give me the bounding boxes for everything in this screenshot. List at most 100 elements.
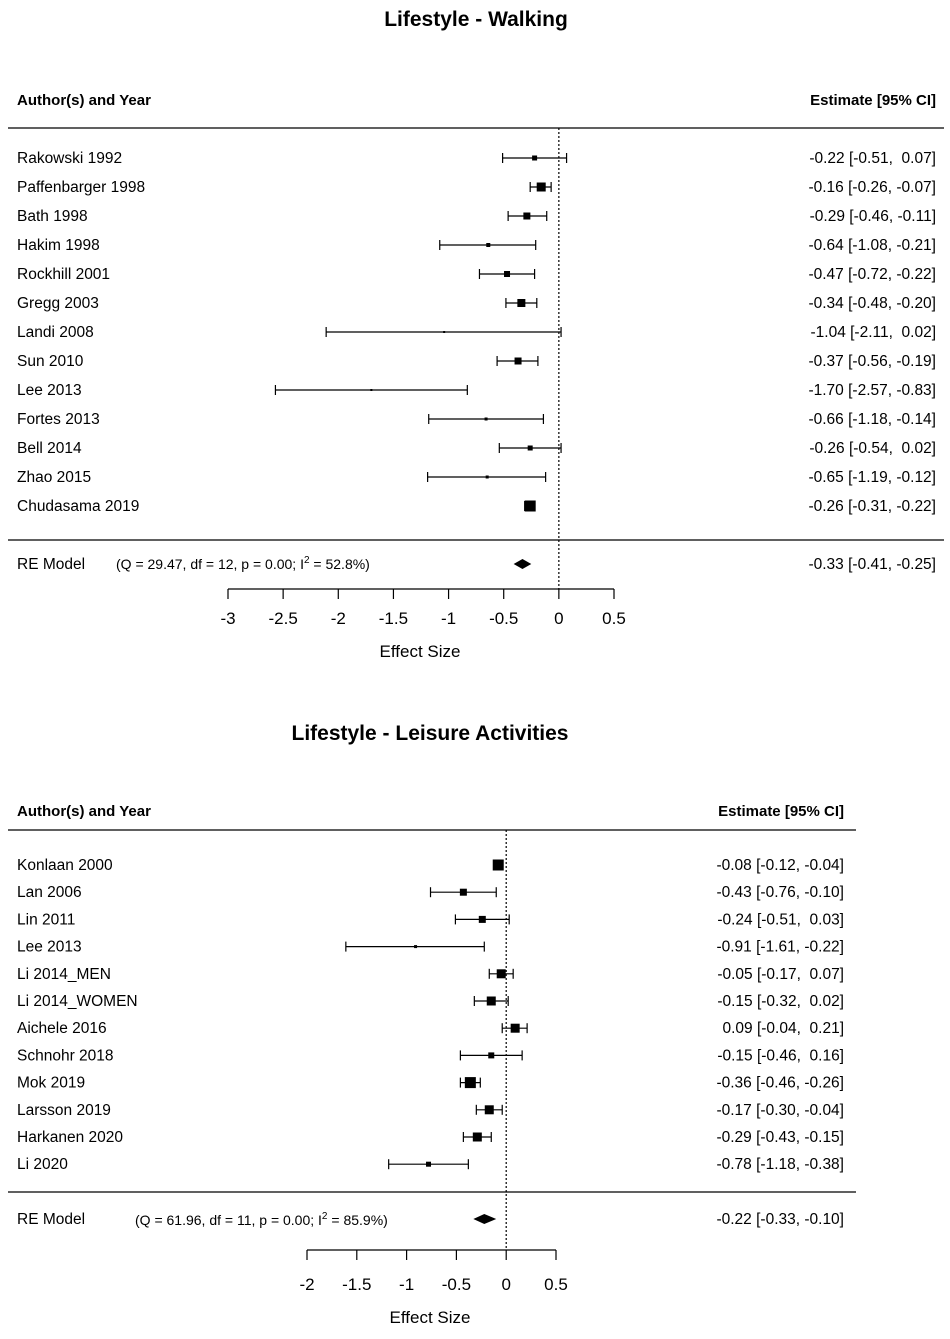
study-row: Mok 2019 -0.36 [-0.46, -0.26] [17, 1075, 844, 1092]
study-row: Lee 2013 -1.70 [-2.57, -0.83] [17, 382, 936, 399]
study-estimate-ci: -0.37 [-0.56, -0.19] [808, 353, 936, 370]
point-estimate [536, 182, 546, 192]
summary-row: RE Model (Q = 61.96, df = 11, p = 0.00; I… [17, 1211, 844, 1228]
study-row: Li 2014_MEN -0.05 [-0.17, 0.07] [17, 966, 844, 983]
study-estimate-ci: -0.65 [-1.19, -0.12] [808, 469, 936, 486]
point-estimate [484, 417, 488, 421]
study-row: Bath 1998 -0.29 [-0.46, -0.11] [17, 208, 936, 225]
point-estimate [426, 1161, 432, 1167]
study-estimate-ci: -0.29 [-0.43, -0.15] [716, 1129, 844, 1146]
study-label: Lee 2013 [17, 382, 82, 399]
x-tick-label: -1 [399, 1275, 414, 1294]
study-estimate-ci: -0.36 [-0.46, -0.26] [716, 1075, 844, 1092]
study-row: Lin 2011 -0.24 [-0.51, 0.03] [17, 911, 844, 928]
study-estimate-ci: -1.04 [-2.11, 0.02] [810, 324, 936, 341]
point-estimate [523, 212, 531, 220]
study-row: Gregg 2003 -0.34 [-0.48, -0.20] [17, 295, 936, 312]
study-estimate-ci: -0.26 [-0.31, -0.22] [808, 498, 936, 515]
point-estimate [496, 969, 506, 979]
x-tick-label: -3 [220, 609, 235, 628]
study-row: Hakim 1998 -0.64 [-1.08, -0.21] [17, 237, 936, 254]
point-estimate [484, 1105, 494, 1115]
x-tick-label: 0.5 [602, 609, 626, 628]
study-label: Gregg 2003 [17, 295, 99, 312]
point-estimate [478, 915, 486, 923]
study-label: Chudasama 2019 [17, 498, 139, 515]
study-label: Sun 2010 [17, 353, 84, 370]
study-estimate-ci: -0.43 [-0.76, -0.10] [716, 884, 844, 901]
study-estimate-ci: -0.26 [-0.54, 0.02] [809, 440, 936, 457]
study-estimate-ci: -0.16 [-0.26, -0.07] [808, 179, 936, 196]
x-tick-label: -1.5 [379, 609, 408, 628]
study-row: Li 2020 -0.78 [-1.18, -0.38] [17, 1156, 844, 1173]
point-estimate [532, 155, 538, 161]
study-label: Lan 2006 [17, 884, 82, 901]
study-estimate-ci: -0.34 [-0.48, -0.20] [808, 295, 936, 312]
study-row: Larsson 2019 -0.17 [-0.30, -0.04] [17, 1102, 844, 1119]
study-row: Sun 2010 -0.37 [-0.56, -0.19] [17, 353, 936, 370]
point-estimate [443, 331, 446, 333]
point-estimate [464, 1077, 476, 1089]
study-row: Lan 2006 -0.43 [-0.76, -0.10] [17, 884, 844, 901]
heterogeneity-stats: (Q = 29.47, df = 12, p = 0.00; I2 = 52.8… [116, 555, 370, 572]
study-label: Rockhill 2001 [17, 266, 110, 283]
study-estimate-ci: -0.05 [-0.17, 0.07] [717, 966, 844, 983]
study-row: Rockhill 2001 -0.47 [-0.72, -0.22] [17, 266, 936, 283]
study-estimate-ci: -0.66 [-1.18, -0.14] [808, 411, 936, 428]
study-row: Aichele 2016 0.09 [-0.04, 0.21] [17, 1020, 844, 1037]
point-estimate [510, 1023, 520, 1033]
summary-diamond [473, 1214, 497, 1224]
study-row: Chudasama 2019 -0.26 [-0.31, -0.22] [17, 498, 936, 515]
study-estimate-ci: -0.24 [-0.51, 0.03] [717, 911, 844, 928]
point-estimate [517, 299, 526, 307]
study-row: Lee 2013 -0.91 [-1.61, -0.22] [17, 939, 844, 956]
point-estimate [504, 271, 511, 277]
study-row: Bell 2014 -0.26 [-0.54, 0.02] [17, 440, 936, 457]
study-row: Schnohr 2018 -0.15 [-0.46, 0.16] [17, 1047, 844, 1064]
x-axis-label: Effect Size [380, 642, 461, 661]
study-label: Bell 2014 [17, 440, 82, 457]
study-estimate-ci: -0.91 [-1.61, -0.22] [716, 939, 844, 956]
study-label: Lee 2013 [17, 939, 82, 956]
study-estimate-ci: -0.15 [-0.46, 0.16] [717, 1047, 844, 1064]
study-row: Paffenbarger 1998 -0.16 [-0.26, -0.07] [17, 179, 936, 196]
x-tick-label: -0.5 [489, 609, 518, 628]
x-tick-label: -2 [299, 1275, 314, 1294]
point-estimate [485, 475, 489, 479]
study-estimate-ci: -1.70 [-2.57, -0.83] [808, 382, 936, 399]
point-estimate [414, 945, 418, 949]
point-estimate [486, 243, 491, 247]
point-estimate [486, 996, 496, 1006]
point-estimate [514, 357, 522, 365]
study-label: Harkanen 2020 [17, 1129, 123, 1146]
study-label: Fortes 2013 [17, 411, 100, 428]
header-estimate-ci: Estimate [95% CI] [718, 803, 844, 820]
study-estimate-ci: -0.29 [-0.46, -0.11] [810, 208, 936, 225]
study-estimate-ci: -0.22 [-0.51, 0.07] [809, 150, 936, 167]
study-label: Zhao 2015 [17, 469, 91, 486]
study-label: Schnohr 2018 [17, 1047, 114, 1064]
study-row: Harkanen 2020 -0.29 [-0.43, -0.15] [17, 1129, 844, 1146]
x-tick-label: 0 [501, 1275, 510, 1294]
study-estimate-ci: -0.15 [-0.32, 0.02] [717, 993, 844, 1010]
study-label: Li 2014_WOMEN [17, 993, 138, 1010]
x-tick-label: 0 [554, 609, 563, 628]
point-estimate [524, 500, 536, 512]
summary-estimate-ci: -0.22 [-0.33, -0.10] [716, 1211, 844, 1228]
summary-label: RE Model [17, 556, 85, 573]
study-estimate-ci: -0.64 [-1.08, -0.21] [808, 237, 936, 254]
study-label: Lin 2011 [17, 911, 75, 928]
study-label: Mok 2019 [17, 1075, 85, 1092]
study-label: Paffenbarger 1998 [17, 179, 145, 196]
study-estimate-ci: -0.17 [-0.30, -0.04] [716, 1102, 844, 1119]
study-row: Fortes 2013 -0.66 [-1.18, -0.14] [17, 411, 936, 428]
x-tick-label: 0.5 [544, 1275, 568, 1294]
point-estimate [459, 888, 467, 896]
x-tick-label: -1.5 [342, 1275, 371, 1294]
x-axis: -3 -2.5 -2 -1.5 -1 -0.5 0 0.5 Effect Size [220, 588, 626, 661]
x-tick-label: -1 [441, 609, 456, 628]
study-label: Li 2020 [17, 1156, 68, 1173]
forest-plot-2: Lifestyle - Leisure Activities Author(s) … [8, 722, 856, 1327]
forest-plot-1: Lifestyle - Walking Author(s) and Year Est… [8, 8, 944, 661]
